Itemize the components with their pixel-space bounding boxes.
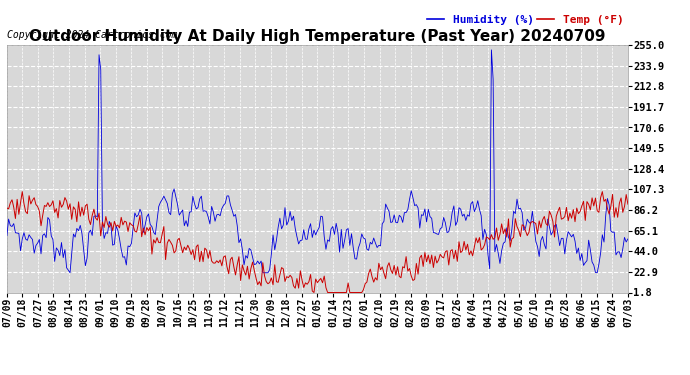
Legend: Humidity (%), Temp (°F): Humidity (%), Temp (°F) bbox=[423, 10, 628, 29]
Text: Copyright 2024 Cartronics.com: Copyright 2024 Cartronics.com bbox=[7, 30, 177, 40]
Title: Outdoor Humidity At Daily High Temperature (Past Year) 20240709: Outdoor Humidity At Daily High Temperatu… bbox=[29, 29, 606, 44]
